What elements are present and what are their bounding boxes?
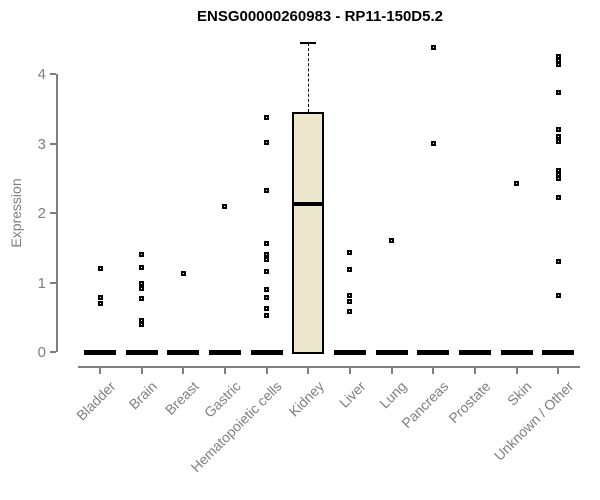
zero-median-bar <box>167 349 200 355</box>
y-axis-tick <box>50 351 56 353</box>
outlier-point <box>97 295 103 301</box>
outlier-point <box>264 295 270 301</box>
x-axis-tick <box>557 368 560 374</box>
outlier-point <box>555 138 561 144</box>
outlier-point <box>555 176 561 182</box>
y-tick-label: 2 <box>37 205 46 222</box>
outlier-point <box>264 187 270 193</box>
whisker-cap <box>300 41 317 44</box>
outlier-point <box>555 292 561 298</box>
outlier-point <box>430 141 436 146</box>
outlier-point <box>222 203 228 209</box>
outlier-point <box>264 115 270 121</box>
x-axis-tick <box>265 368 268 374</box>
outlier-point <box>139 286 145 292</box>
zero-median-bar <box>500 349 533 355</box>
zero-median-bar <box>208 349 241 355</box>
x-axis-tick <box>390 368 393 374</box>
x-axis-tick <box>432 368 435 374</box>
outlier-point <box>139 295 145 301</box>
zero-median-bar <box>250 349 283 355</box>
x-tick-label: Kidney <box>285 378 327 420</box>
zero-median-bar <box>458 349 491 355</box>
outlier-point <box>555 62 561 68</box>
outlier-point <box>347 250 353 256</box>
zero-median-bar <box>125 349 158 355</box>
y-axis <box>56 74 58 352</box>
outlier-point <box>555 172 561 178</box>
outlier-point <box>555 127 561 133</box>
y-axis-tick <box>50 281 56 284</box>
x-tick-label: Brain <box>125 378 160 413</box>
x-tick-label: Prostate <box>445 378 494 427</box>
whisker-line <box>307 42 309 113</box>
x-axis-tick <box>99 368 101 374</box>
y-tick-label: 1 <box>37 274 46 292</box>
outlier-point <box>264 139 270 145</box>
x-tick-label: Skin <box>504 378 535 409</box>
outlier-point <box>555 90 561 96</box>
outlier-point <box>264 241 270 247</box>
outlier-point <box>139 252 145 258</box>
outlier-point <box>555 194 561 200</box>
outlier-point <box>555 168 561 174</box>
y-axis-tick <box>50 73 56 75</box>
outlier-point <box>264 257 270 263</box>
outlier-point <box>430 45 436 51</box>
outlier-point <box>97 266 103 272</box>
x-axis-tick <box>515 368 518 374</box>
x-axis-tick <box>182 368 185 374</box>
x-tick-label: Liver <box>335 378 369 411</box>
outlier-point <box>555 54 561 60</box>
y-axis-tick <box>50 212 56 214</box>
chart-title: ENSG00000260983 - RP11-150D5.2 <box>196 8 443 25</box>
x-axis-tick <box>223 368 226 374</box>
y-axis-tick <box>50 142 56 145</box>
outlier-point <box>264 251 270 257</box>
outlier-point <box>347 309 353 315</box>
outlier-point <box>347 292 353 298</box>
y-tick-label: 0 <box>37 344 46 361</box>
outlier-point <box>555 58 561 64</box>
x-tick-label: Breast <box>161 378 202 418</box>
median-line <box>292 201 325 206</box>
zero-median-bar <box>84 349 116 355</box>
zero-median-bar <box>375 349 408 355</box>
outlier-point <box>264 313 270 319</box>
y-tick-label: 3 <box>37 135 46 153</box>
outlier-point <box>180 270 186 276</box>
outlier-point <box>347 266 353 272</box>
outlier-point <box>139 281 145 287</box>
outlier-point <box>347 298 353 304</box>
x-axis-tick <box>473 368 476 374</box>
x-tick-label: Unknown / Other <box>490 378 577 464</box>
outlier-point <box>264 306 270 312</box>
outlier-point <box>264 268 270 274</box>
outlier-point <box>514 180 520 186</box>
x-axis <box>78 366 580 368</box>
x-tick-label: Lung <box>376 378 410 412</box>
outlier-point <box>139 264 145 270</box>
x-axis-tick <box>348 368 351 374</box>
x-axis-tick <box>140 368 143 374</box>
outlier-point <box>555 259 561 265</box>
outlier-point <box>389 238 395 244</box>
x-axis-tick <box>307 368 310 374</box>
y-tick-label: 4 <box>37 66 46 83</box>
x-tick-label: Bladder <box>72 378 119 424</box>
outlier-point <box>97 300 103 306</box>
outlier-point <box>555 134 561 140</box>
boxplot-box <box>292 112 325 354</box>
zero-median-bar <box>542 349 575 355</box>
outlier-point <box>139 321 145 327</box>
zero-median-bar <box>417 349 450 355</box>
zero-median-bar <box>333 349 366 355</box>
outlier-point <box>264 286 270 292</box>
